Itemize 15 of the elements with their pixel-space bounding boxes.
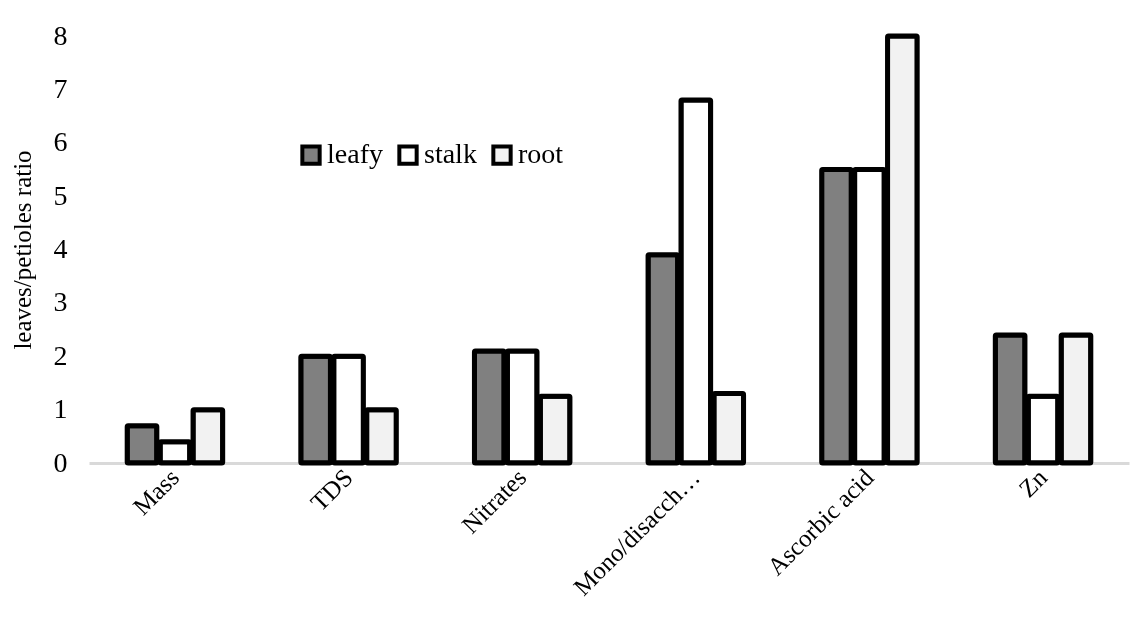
y-tick-label: 6 (53, 126, 68, 158)
legend-label: stalk (424, 138, 477, 170)
legend-label: leafy (327, 138, 383, 170)
y-tick-label: 4 (53, 233, 68, 264)
y-axis-title: leaves/petioles ratio (8, 150, 36, 350)
y-tick-label: 5 (53, 179, 68, 211)
y-tick-label: 2 (53, 339, 68, 371)
y-tick-label: 0 (53, 446, 68, 478)
y-tick-label: 7 (53, 72, 68, 104)
x-tick-label: TDS (305, 463, 358, 517)
y-tick-label: 1 (53, 393, 68, 425)
y-tick-label: 3 (53, 286, 68, 318)
x-tick-label: Zn (1013, 463, 1053, 503)
y-tick-label: 8 (53, 19, 68, 51)
legend-label: root (518, 138, 564, 170)
